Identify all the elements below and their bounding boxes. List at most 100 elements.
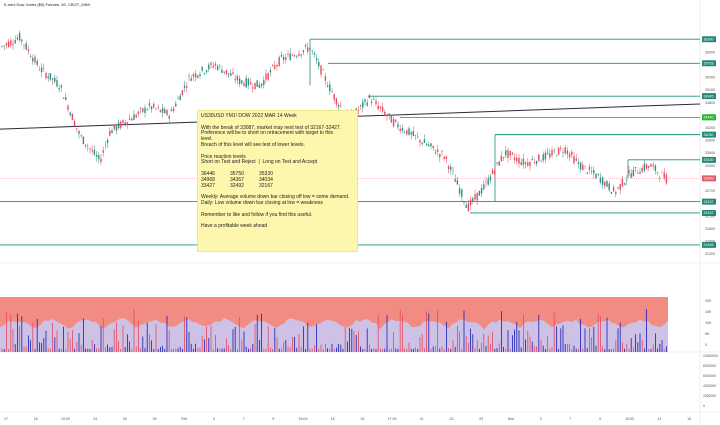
candle-body xyxy=(513,157,516,160)
candle-body xyxy=(401,127,404,131)
candle-body xyxy=(21,39,23,42)
price-axis-tick: 33600 xyxy=(705,151,715,155)
price-axis-tick: 32700 xyxy=(705,189,715,193)
candle-body xyxy=(219,65,221,66)
candle-body xyxy=(256,80,258,87)
analysis-note: US30USD YM1! DOW 2022 MAR 14 Week With t… xyxy=(197,110,358,252)
candle-body xyxy=(236,76,239,81)
candle-body xyxy=(197,75,199,78)
candle-body xyxy=(494,170,496,175)
candle-body xyxy=(364,99,366,102)
candle-body xyxy=(542,154,544,161)
price-tag xyxy=(702,241,716,248)
candle-body xyxy=(45,73,47,79)
level-cell: 34968 xyxy=(201,176,215,183)
candle-body xyxy=(590,171,593,172)
candle-body xyxy=(397,124,399,128)
volume-axis-tick: 15K xyxy=(705,310,712,314)
candle-body xyxy=(637,173,639,174)
candle-body xyxy=(476,192,478,201)
candle-body xyxy=(161,107,164,113)
price-axis-tick: 34800 xyxy=(705,101,715,105)
price-axis-tick: 31500 xyxy=(705,239,715,243)
candle-body xyxy=(122,119,124,123)
price-tag-label: 32437 xyxy=(704,200,714,204)
candle-body xyxy=(509,150,511,156)
candle-body xyxy=(650,164,652,167)
candle-body xyxy=(632,169,635,177)
candle-body xyxy=(164,109,166,114)
candle-body xyxy=(98,155,100,160)
candle-body xyxy=(641,167,643,172)
candle-body xyxy=(225,70,228,74)
candle-body xyxy=(5,43,8,46)
candle-body xyxy=(329,84,331,92)
candle-body xyxy=(186,86,188,88)
candle-body xyxy=(331,91,333,93)
candle-body xyxy=(379,106,382,109)
candle-body xyxy=(113,124,115,129)
candle-body xyxy=(76,128,78,129)
level-cell: 35750 xyxy=(230,170,244,177)
candle-body xyxy=(285,57,287,60)
candle-body xyxy=(254,82,256,89)
price-tag xyxy=(702,209,716,216)
candle-body xyxy=(496,162,498,164)
time-axis-tick: 9 xyxy=(599,417,601,421)
candle-body xyxy=(474,194,476,200)
candle-body xyxy=(82,136,85,145)
time-axis-tick: 16 xyxy=(360,417,364,421)
candle-body xyxy=(645,164,648,169)
candle-body xyxy=(109,130,111,136)
candle-body xyxy=(56,80,58,87)
candle-body xyxy=(434,152,437,154)
candle-body xyxy=(106,139,109,143)
time-axis-tick: 3 xyxy=(540,417,542,421)
time-axis-tick: 15 xyxy=(331,417,335,421)
candle-body xyxy=(597,173,599,175)
candle-body xyxy=(1,46,3,47)
candle-body xyxy=(71,114,74,121)
candle-body xyxy=(27,49,30,52)
candle-body xyxy=(311,50,313,52)
price-axis-tick: 33900 xyxy=(705,139,715,143)
candle-body xyxy=(104,145,107,146)
candle-body xyxy=(287,53,289,55)
candle-body xyxy=(214,63,217,66)
symbol-header: E-mini Dow Jones ($5) Futures, 60, CBOT_… xyxy=(4,2,90,7)
candle-body xyxy=(175,103,177,107)
candle-body xyxy=(241,80,243,84)
candle-body xyxy=(659,177,661,179)
candle-body xyxy=(562,152,564,153)
level-cell: 36446 xyxy=(201,170,215,177)
candle-body xyxy=(144,107,146,114)
candle-body xyxy=(648,165,650,168)
time-axis-tick: Mar xyxy=(508,417,515,421)
candle-body xyxy=(194,73,197,78)
candle-body xyxy=(549,153,551,158)
candle-body xyxy=(65,97,67,100)
candle-body xyxy=(368,95,371,99)
candle-body xyxy=(538,154,540,161)
candle-body xyxy=(89,148,91,150)
price-tag xyxy=(702,93,716,100)
time-axis-tick: 17 xyxy=(4,417,8,421)
candle-body xyxy=(47,76,49,79)
candle-body xyxy=(340,105,342,107)
candle-body xyxy=(487,178,489,185)
candle-body xyxy=(335,98,338,105)
candle-body xyxy=(357,110,360,112)
note-remember: Remember to like and follow if you find … xyxy=(201,211,313,218)
candle-body xyxy=(38,69,41,71)
candle-body xyxy=(456,180,459,185)
candle-body xyxy=(166,110,168,116)
candle-body xyxy=(551,149,553,156)
candle-body xyxy=(139,108,142,109)
candle-body xyxy=(43,67,45,69)
candle-body xyxy=(62,97,65,99)
oscillator-axis-tick: 8000000 xyxy=(703,364,716,368)
candle-body xyxy=(326,85,329,87)
level-cell: 34034 xyxy=(259,176,273,183)
candle-body xyxy=(454,179,456,182)
